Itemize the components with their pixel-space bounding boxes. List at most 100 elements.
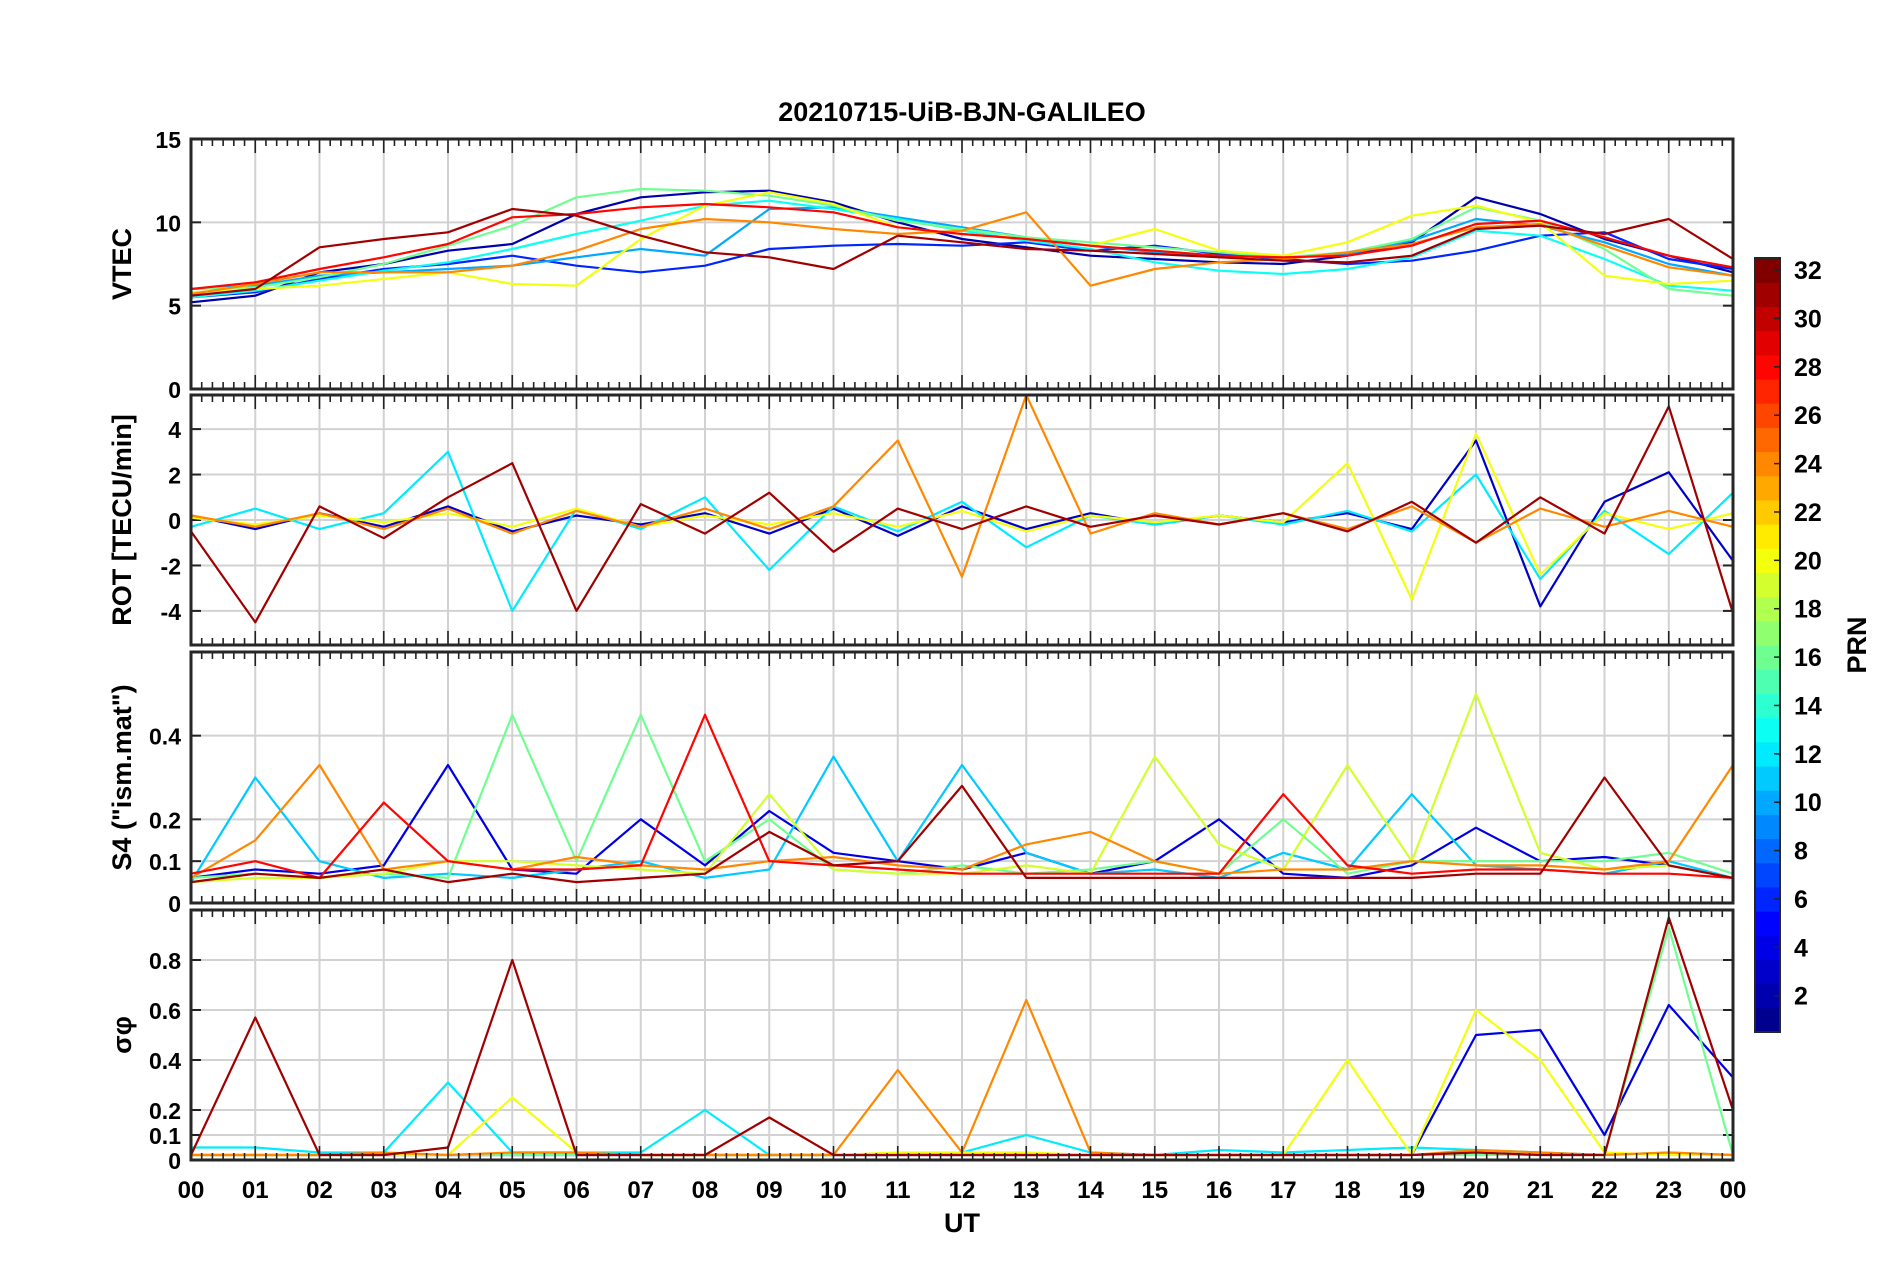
colorbar-segment	[1755, 765, 1780, 791]
x-tick-label: 19	[1398, 1177, 1425, 1204]
x-tick-label: 00	[1720, 1177, 1747, 1204]
colorbar-tick-label: 8	[1794, 838, 1808, 866]
series-line-prn-12	[190, 450, 1734, 613]
x-tick-label: 04	[435, 1177, 462, 1204]
colorbar-tick-label: 32	[1794, 257, 1822, 285]
y-tick-label: 0	[168, 377, 181, 403]
x-tick-label: 08	[692, 1177, 719, 1204]
colorbar-tick-label: 18	[1794, 596, 1822, 624]
colorbar-tick-label: 20	[1794, 547, 1822, 575]
colorbar-segment	[1755, 330, 1780, 356]
colorbar-segment	[1755, 572, 1780, 598]
panel-vtec: 0 5 10 15 VTEC	[107, 127, 1735, 403]
series-line-prn-2	[190, 189, 1734, 304]
x-tick-label: 03	[370, 1177, 397, 1204]
panel-rot: -4 -2 0 2 4 ROT [TECU/min]	[107, 393, 1735, 647]
colorbar-tick-label: 30	[1794, 305, 1822, 333]
y-tick-label: 0.6	[149, 998, 181, 1024]
y-tick-label: 0	[168, 508, 181, 534]
x-tick-label: 13	[1013, 1177, 1040, 1204]
x-tick-label: 07	[627, 1177, 654, 1204]
x-tick-label: 21	[1527, 1177, 1554, 1204]
x-tick-label: 15	[1141, 1177, 1168, 1204]
x-tick-label: 23	[1655, 1177, 1682, 1204]
y-tick-label: 0.1	[149, 849, 181, 875]
colorbar-tick-label: 26	[1794, 402, 1822, 430]
series-line-prn-31	[190, 207, 1734, 297]
colorbar-tick-label: 2	[1794, 983, 1808, 1011]
y-tick-label: 10	[155, 210, 181, 236]
series-line-prn-20	[190, 432, 1734, 601]
x-tick-label: 18	[1334, 1177, 1361, 1204]
series-line-prn-3	[190, 439, 1734, 608]
y-tick-label: 0	[168, 1148, 181, 1174]
colorbar-tick-label: 14	[1794, 692, 1822, 720]
colorbar-tick-label: 12	[1794, 741, 1822, 769]
x-tick-label: 11	[885, 1177, 910, 1204]
axes-frame-rot	[189, 393, 1735, 647]
colorbar-segment	[1755, 620, 1780, 646]
series-line-prn-10	[190, 206, 1734, 291]
y-tick-label: 4	[168, 417, 181, 443]
x-tick-label: 20	[1463, 1177, 1490, 1204]
colorbar-segment	[1755, 427, 1780, 453]
colorbar-segment	[1755, 717, 1780, 743]
panel-sigma: 00.10.2 0.4 0.6 0.8 σφ	[107, 908, 1735, 1174]
colorbar-segment	[1755, 959, 1780, 985]
y-tick-label: 15	[155, 127, 181, 153]
series-line-prn-31	[190, 405, 1735, 624]
series-line-prn-31	[190, 776, 1734, 884]
colorbar-tick-label: 10	[1794, 789, 1822, 817]
x-tick-label: 12	[949, 1177, 976, 1204]
axes-frame-sigma	[189, 908, 1735, 1162]
x-tick-label: 05	[499, 1177, 526, 1204]
colorbar-tick-label: 4	[1794, 934, 1808, 962]
colorbar-tick-label: 6	[1794, 886, 1808, 914]
figure-title: 20210715-UiB-BJN-GALILEO	[778, 97, 1146, 127]
colorbar-segment	[1755, 378, 1780, 404]
y-tick-label: 0	[168, 891, 181, 917]
y-axis-label-rot: ROT [TECU/min]	[107, 414, 137, 625]
y-axis-label-sigma: σφ	[107, 1016, 137, 1054]
colorbar-segment	[1755, 524, 1780, 549]
series-line-prn-24	[190, 211, 1734, 296]
series-line-prn-28	[190, 713, 1734, 880]
colorbar-tick-label: 22	[1794, 499, 1822, 527]
y-tick-label: 0.4	[149, 1048, 181, 1074]
axes-frame-s4	[189, 650, 1735, 905]
y-tick-label: -2	[161, 553, 181, 579]
colorbar-label: PRN	[1842, 616, 1872, 673]
colorbar-frame	[1754, 257, 1781, 1033]
x-tick-labels: 00 01 02 03 04 05 06 07 08 09 10 11 12 13 14 15 16 17 18 19…	[178, 1177, 1747, 1204]
y-tick-label: 2	[168, 463, 181, 489]
y-tick-label: 0.2	[149, 807, 181, 833]
colorbar-tick-label: 28	[1794, 354, 1822, 382]
x-tick-label: 17	[1270, 1177, 1297, 1204]
y-axis-label-s4: S4 ("ism.mat")	[107, 684, 137, 870]
y-tick-label: -4	[161, 599, 182, 625]
panel-s4: 0 0.1 0.2 0.4 S4 ("ism.mat")	[107, 650, 1735, 917]
axes-frame-vtec	[189, 137, 1735, 391]
colorbar-segment	[1755, 1007, 1780, 1033]
colorbar-tick-label: 24	[1794, 451, 1822, 479]
x-tick-label: 00	[178, 1177, 205, 1204]
x-tick-label: 10	[820, 1177, 847, 1204]
series-line-prn-28	[190, 202, 1734, 291]
x-tick-label: 02	[306, 1177, 333, 1204]
x-tick-label: 01	[242, 1177, 269, 1204]
y-axis-label-vtec: VTEC	[107, 228, 137, 300]
colorbar-segment	[1755, 814, 1780, 840]
y-tick-label: 0.8	[149, 948, 181, 974]
x-tick-label: 14	[1077, 1177, 1104, 1204]
colorbar-segment	[1755, 862, 1780, 888]
series-line-prn-16	[190, 713, 1734, 880]
colorbar-segment	[1755, 475, 1780, 501]
colorbar-segment	[1755, 282, 1780, 307]
y-tick-label: 0.4	[149, 724, 181, 750]
colorbar-segment	[1755, 911, 1780, 936]
x-tick-label: 09	[756, 1177, 783, 1204]
x-axis-label: UT	[944, 1208, 980, 1238]
y-tick-label: 0.2	[149, 1098, 181, 1124]
